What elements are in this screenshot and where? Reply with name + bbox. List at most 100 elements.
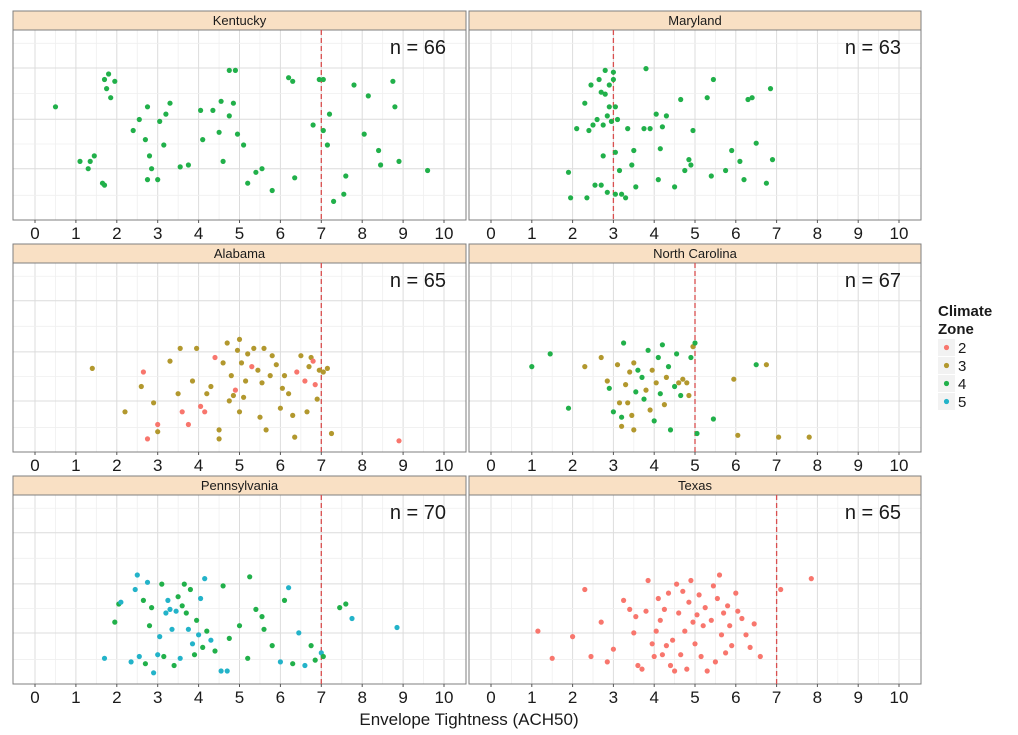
- data-point: [535, 628, 541, 634]
- x-tick-label: 3: [609, 688, 618, 707]
- data-point: [729, 147, 735, 154]
- x-tick-label: 1: [71, 224, 80, 243]
- data-point: [253, 606, 259, 613]
- data-point: [657, 391, 663, 397]
- data-point: [625, 126, 631, 132]
- x-tick-label: 3: [609, 224, 618, 243]
- x-tick-label: 3: [153, 688, 162, 707]
- data-point: [263, 427, 269, 433]
- data-point: [279, 385, 285, 391]
- data-point: [210, 107, 216, 113]
- x-tick-label: 2: [568, 456, 577, 475]
- data-point: [224, 340, 230, 346]
- data-point: [598, 182, 604, 188]
- sample-size-label: n = 66: [390, 37, 446, 59]
- data-point: [91, 153, 97, 159]
- x-tick-label: 2: [112, 456, 121, 475]
- data-point: [763, 362, 770, 368]
- data-point: [678, 96, 684, 103]
- data-point: [157, 634, 163, 640]
- data-point: [672, 668, 678, 674]
- data-point: [588, 82, 594, 88]
- data-point: [641, 396, 647, 402]
- data-point: [629, 412, 635, 418]
- data-point: [655, 177, 661, 183]
- data-point: [753, 362, 759, 368]
- data-point: [181, 581, 187, 587]
- data-point: [320, 127, 326, 134]
- x-axis-title: Envelope Tightness (ACH50): [359, 710, 578, 729]
- data-point: [212, 354, 218, 361]
- data-point: [122, 409, 128, 415]
- data-point: [737, 158, 743, 164]
- data-point: [610, 646, 617, 652]
- data-point: [700, 623, 706, 629]
- data-point: [230, 392, 236, 399]
- data-point: [185, 421, 191, 428]
- data-point: [690, 619, 696, 625]
- x-tick-label: 6: [276, 456, 285, 475]
- data-point: [663, 113, 670, 119]
- data-point: [661, 606, 668, 613]
- data-point: [236, 409, 243, 415]
- data-point: [769, 157, 776, 163]
- data-point: [390, 78, 396, 84]
- data-point: [659, 652, 666, 658]
- legend-entry-label: 2: [958, 340, 966, 357]
- data-point: [645, 577, 651, 584]
- data-point: [614, 116, 621, 123]
- data-point: [281, 373, 288, 379]
- data-point: [155, 429, 161, 435]
- data-point: [610, 76, 617, 83]
- data-point: [694, 430, 700, 437]
- x-tick-label: 4: [649, 456, 658, 475]
- data-point: [104, 86, 110, 92]
- data-point: [112, 619, 118, 625]
- data-point: [653, 380, 659, 386]
- data-point: [731, 376, 737, 382]
- x-tick-label: 0: [30, 224, 39, 243]
- data-point: [623, 382, 629, 388]
- data-point: [686, 157, 692, 163]
- data-point: [690, 127, 696, 134]
- legend-entry: 4: [938, 375, 966, 393]
- facet-strip-label: Maryland: [668, 13, 721, 28]
- x-tick-label: 6: [276, 224, 285, 243]
- legend-title: Climate: [938, 303, 992, 320]
- data-point: [602, 91, 608, 97]
- data-point: [245, 351, 251, 357]
- data-point: [598, 354, 604, 361]
- data-point: [228, 373, 234, 379]
- data-point: [723, 167, 729, 174]
- data-point: [183, 610, 189, 616]
- x-tick-label: 1: [71, 688, 80, 707]
- data-point: [140, 597, 146, 604]
- x-tick-label: 8: [813, 224, 822, 243]
- x-tick-label: 10: [890, 224, 909, 243]
- data-point: [735, 608, 741, 614]
- data-point: [716, 572, 723, 578]
- data-point: [316, 76, 322, 83]
- data-point: [604, 189, 610, 195]
- data-point: [155, 652, 161, 658]
- data-point: [574, 126, 580, 132]
- x-tick-label: 8: [357, 688, 366, 707]
- x-tick-label: 2: [568, 688, 577, 707]
- data-point: [663, 643, 670, 649]
- legend-entry-label: 3: [958, 358, 966, 375]
- data-point: [672, 383, 678, 390]
- data-point: [686, 599, 692, 605]
- data-point: [194, 345, 200, 351]
- data-point: [590, 122, 596, 128]
- data-point: [606, 385, 612, 391]
- data-point: [138, 383, 144, 390]
- data-point: [657, 617, 663, 623]
- data-point: [610, 409, 617, 415]
- x-tick-label: 6: [731, 688, 740, 707]
- data-point: [77, 158, 83, 164]
- data-point: [144, 579, 151, 585]
- data-point: [629, 162, 635, 168]
- data-point: [667, 427, 674, 433]
- data-point: [281, 597, 288, 604]
